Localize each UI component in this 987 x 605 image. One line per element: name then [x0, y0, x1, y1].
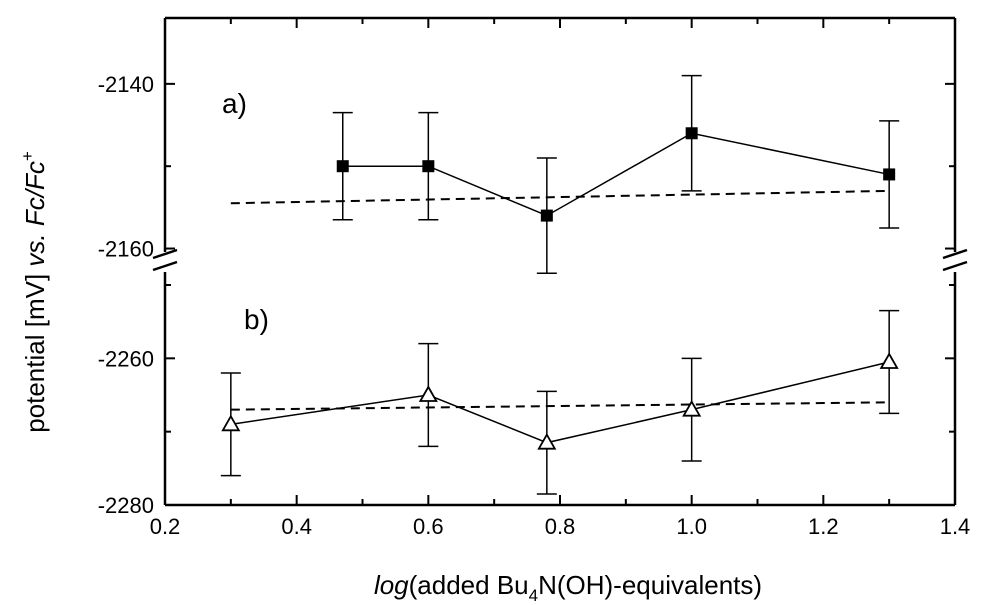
axis-break-marks	[152, 248, 968, 272]
right-break-mark-upper	[942, 248, 968, 260]
tick-labels: 0.2 0.4 0.6 0.8 1.0 1.2 1.4 -2140 -2160 -2260 -228…	[98, 72, 971, 539]
panel-label-a: a)	[222, 88, 247, 119]
x-tick-label: 0.2	[150, 514, 181, 539]
data-point-triangle	[682, 399, 702, 417]
data-series	[220, 74, 900, 495]
series-line-a	[342, 132, 890, 217]
data-point-square	[540, 209, 553, 222]
left-break-mark-upper	[152, 248, 178, 260]
x-tick-label: 0.8	[545, 514, 576, 539]
data-point-square	[422, 160, 435, 173]
axes-frame	[163, 16, 957, 507]
x-tick-label: 1.0	[676, 514, 707, 539]
data-point-triangle	[537, 432, 557, 450]
y-tick-label: -2140	[98, 72, 154, 97]
y-tick-label: -2280	[98, 493, 154, 518]
fit-lines	[230, 189, 890, 411]
data-point-triangle	[418, 385, 438, 402]
x-tick-label: 1.2	[808, 514, 839, 539]
y-tick-label: -2160	[98, 237, 154, 262]
y-axis-title: potential [mV] vs. Fc/Fc+	[18, 151, 50, 433]
data-point-triangle	[879, 352, 899, 369]
fit-line-b	[230, 401, 890, 411]
x-axis-title: log(added Bu4N(OH)-equivalents)	[374, 570, 762, 605]
axis-ticks	[164, 18, 956, 506]
series-line-b	[230, 361, 890, 444]
data-point-square	[336, 160, 349, 173]
x-tick-label: 0.6	[413, 514, 444, 539]
right-break-mark-lower	[942, 260, 968, 272]
panel-label-b: b)	[244, 304, 269, 335]
data-point-square	[685, 127, 698, 140]
y-tick-label: -2260	[98, 346, 154, 371]
x-tick-label: 0.4	[281, 514, 312, 539]
data-point-triangle	[221, 414, 241, 432]
data-point-square	[883, 168, 896, 181]
left-break-mark-lower	[152, 260, 178, 272]
x-tick-label: 1.4	[940, 514, 971, 539]
fit-line-a	[230, 189, 890, 205]
